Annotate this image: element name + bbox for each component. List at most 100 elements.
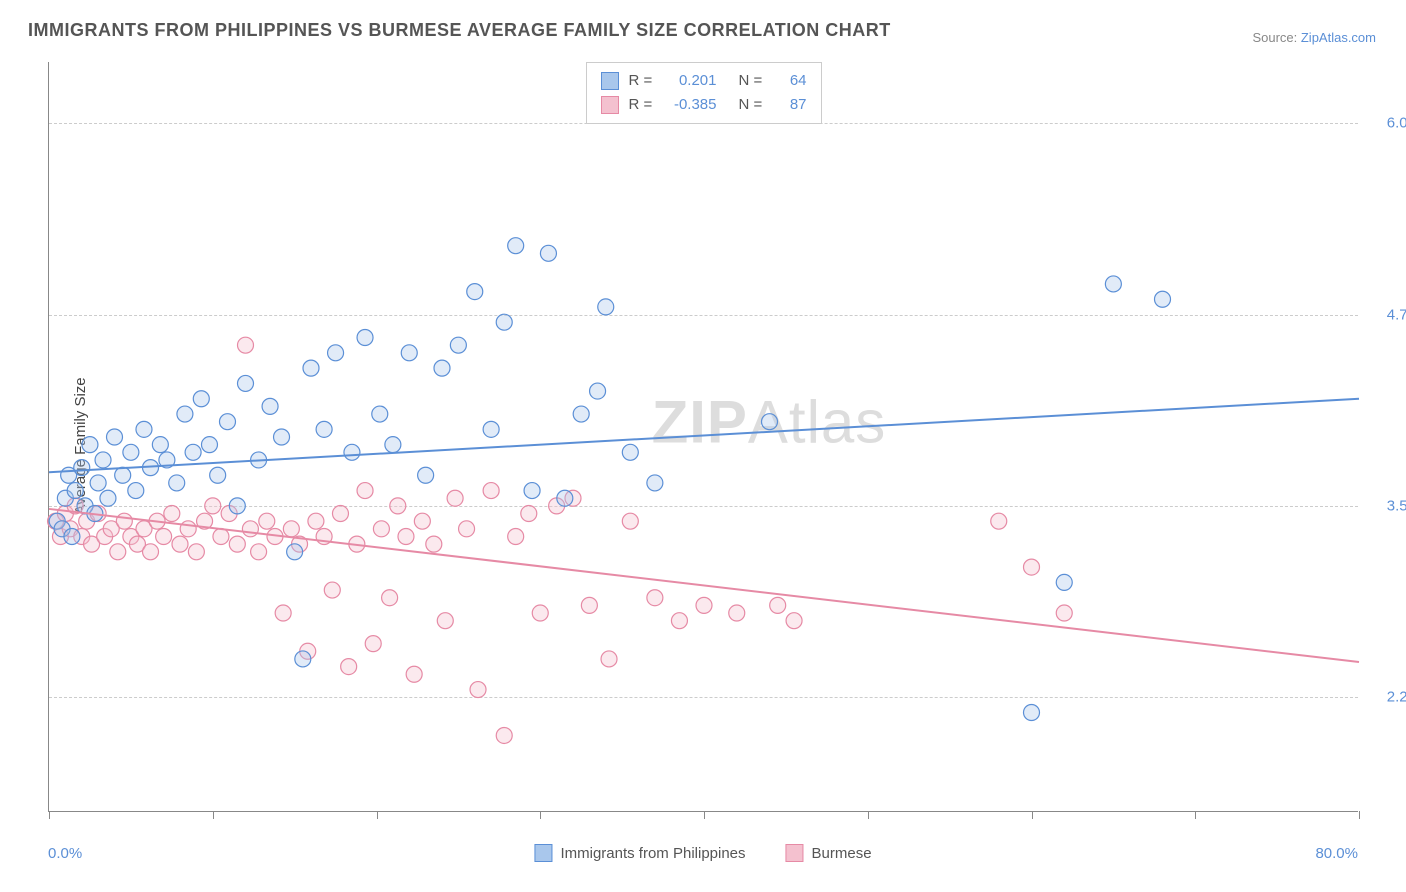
data-point [426,536,442,552]
data-point [372,406,388,422]
stats-row: R =0.201N =64 [601,69,807,93]
data-point [496,314,512,330]
n-label: N = [739,93,767,117]
x-axis-max-label: 80.0% [1315,845,1358,862]
n-value: 64 [777,69,807,93]
y-tick-label: 2.25 [1387,689,1406,706]
data-point [390,498,406,514]
data-point [414,513,430,529]
data-point [729,605,745,621]
trend-line [49,399,1359,472]
data-point [459,521,475,537]
data-point [406,666,422,682]
source-attribution: Source: ZipAtlas.com [1252,30,1376,45]
data-point [671,613,687,629]
data-point [398,528,414,544]
data-point [143,544,159,560]
data-point [581,597,597,613]
data-point [344,444,360,460]
chart-title: IMMIGRANTS FROM PHILIPPINES VS BURMESE A… [28,20,891,41]
data-point [1024,559,1040,575]
data-point [508,528,524,544]
source-link[interactable]: ZipAtlas.com [1301,30,1376,45]
plot-area: ZIPAtlas 6.004.753.502.25 R =0.201N =64R… [48,62,1358,812]
r-label: R = [629,93,657,117]
data-point [991,513,1007,529]
data-point [82,437,98,453]
data-point [598,299,614,315]
legend-item: Immigrants from Philippines [534,844,745,862]
data-point [64,528,80,544]
data-point [418,467,434,483]
data-point [303,360,319,376]
data-point [521,506,537,522]
n-value: 87 [777,93,807,117]
data-point [447,490,463,506]
chart-svg [49,62,1358,811]
data-point [107,429,123,445]
source-prefix: Source: [1252,30,1300,45]
data-point [483,483,499,499]
data-point [100,490,116,506]
legend-label: Burmese [812,845,872,862]
data-point [365,636,381,652]
data-point [213,528,229,544]
data-point [95,452,111,468]
data-point [164,506,180,522]
data-point [238,337,254,353]
data-point [385,437,401,453]
stats-row: R = -0.385 N = 87 [601,93,807,117]
legend-swatch [534,844,552,862]
data-point [180,521,196,537]
data-point [295,651,311,667]
data-point [242,521,258,537]
data-point [229,498,245,514]
r-value: 0.201 [667,69,717,93]
data-point [437,613,453,629]
data-point [1155,291,1171,307]
data-point [188,544,204,560]
data-point [373,521,389,537]
data-point [185,444,201,460]
data-point [496,727,512,743]
data-point [328,345,344,361]
data-point [573,406,589,422]
data-point [382,590,398,606]
legend-item: Burmese [786,844,872,862]
legend-swatch [601,96,619,114]
data-point [262,398,278,414]
data-point [123,444,139,460]
data-point [74,460,90,476]
data-point [401,345,417,361]
data-point [590,383,606,399]
data-point [786,613,802,629]
x-axis-min-label: 0.0% [48,845,82,862]
data-point [357,483,373,499]
data-point [508,238,524,254]
data-point [193,391,209,407]
data-point [219,414,235,430]
legend-label: Immigrants from Philippines [560,845,745,862]
data-point [156,528,172,544]
data-point [128,483,144,499]
data-point [467,284,483,300]
data-point [341,659,357,675]
data-point [177,406,193,422]
data-point [622,444,638,460]
x-tick [540,811,541,819]
data-point [332,506,348,522]
data-point [470,682,486,698]
x-tick [1195,811,1196,819]
r-value: -0.385 [667,93,717,117]
data-point [90,475,106,491]
data-point [1056,605,1072,621]
n-label: N = [739,69,767,93]
legend-swatch [601,72,619,90]
data-point [324,582,340,598]
x-tick [1359,811,1360,819]
y-tick-label: 6.00 [1387,115,1406,132]
data-point [251,544,267,560]
data-point [274,429,290,445]
data-point [647,475,663,491]
data-point [1105,276,1121,292]
